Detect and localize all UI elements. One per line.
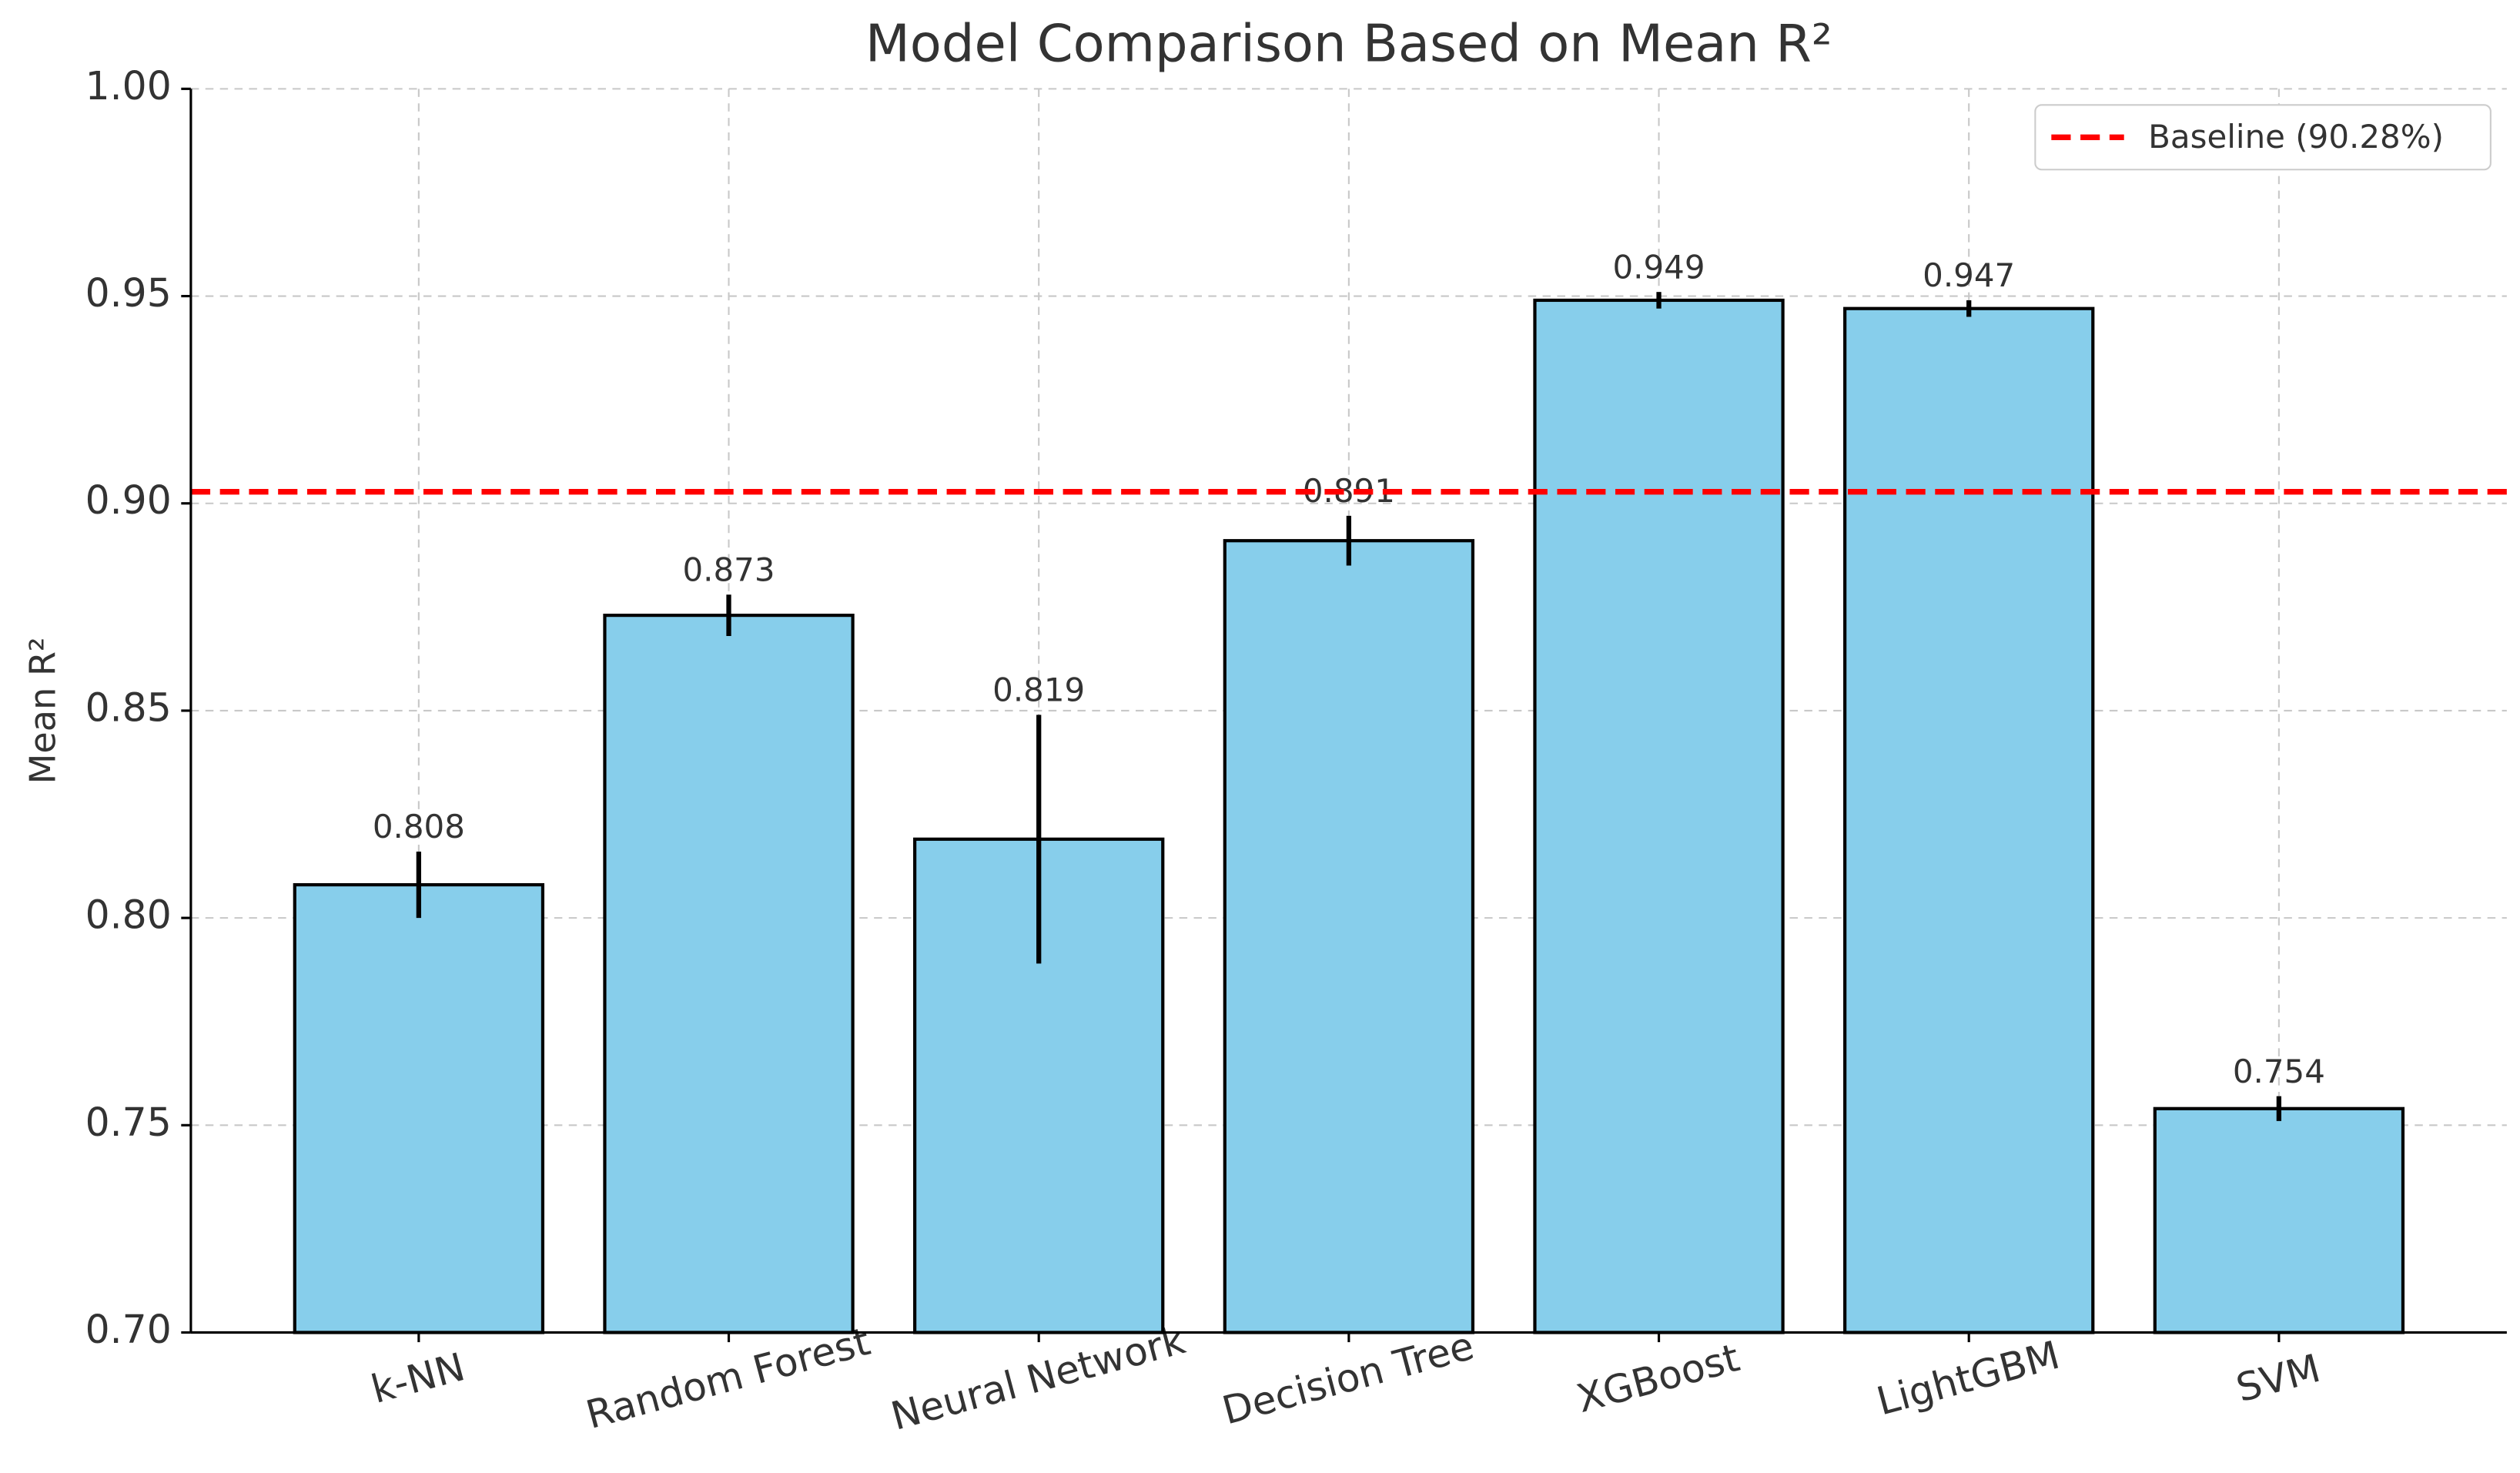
value-label: 0.947 bbox=[1923, 256, 2015, 294]
legend-label: Baseline (90.28%) bbox=[2148, 118, 2444, 156]
legend-box bbox=[2034, 104, 2492, 171]
y-tick-label: 0.75 bbox=[85, 1100, 172, 1145]
x-tick-label: XGBoost bbox=[1572, 1334, 1744, 1421]
bar bbox=[2153, 1106, 2405, 1334]
bar bbox=[1533, 298, 1785, 1334]
bar bbox=[1223, 539, 1475, 1334]
value-label: 0.873 bbox=[682, 551, 775, 588]
value-label: 0.819 bbox=[992, 671, 1085, 708]
bar bbox=[603, 614, 855, 1334]
y-tick-label: 0.80 bbox=[85, 892, 172, 938]
value-label: 0.949 bbox=[1613, 248, 1705, 286]
y-tick-label: 1.00 bbox=[85, 63, 172, 109]
y-tick-label: 0.95 bbox=[85, 270, 172, 316]
chart-title: Model Comparison Based on Mean R² bbox=[865, 13, 1832, 73]
y-axis-label: Mean R² bbox=[22, 638, 64, 785]
bar bbox=[293, 882, 545, 1334]
x-tick-label: LightGBM bbox=[1872, 1332, 2064, 1424]
x-tick-label: k-NN bbox=[366, 1344, 470, 1412]
y-tick-label: 0.85 bbox=[85, 685, 172, 730]
bar bbox=[1843, 306, 2095, 1334]
value-label: 0.808 bbox=[373, 808, 465, 845]
value-label: 0.891 bbox=[1303, 472, 1395, 510]
y-tick-label: 0.70 bbox=[85, 1307, 172, 1352]
x-tick-label: SVM bbox=[2231, 1345, 2324, 1411]
value-label: 0.754 bbox=[2233, 1053, 2325, 1090]
y-tick-label: 0.90 bbox=[85, 477, 172, 523]
